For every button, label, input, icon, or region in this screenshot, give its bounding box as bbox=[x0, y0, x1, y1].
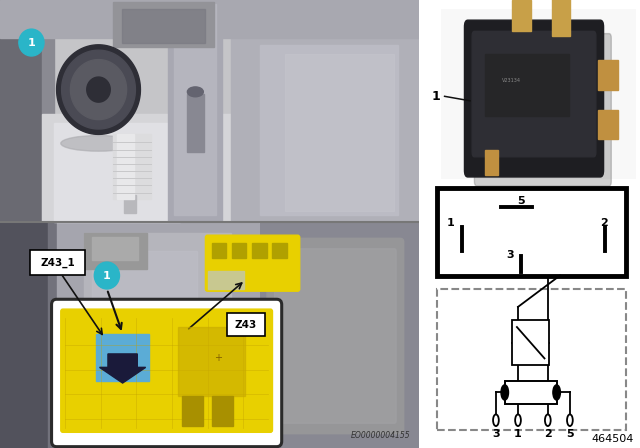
Bar bbox=[117, 134, 134, 199]
Bar bbox=[260, 45, 398, 215]
Circle shape bbox=[553, 385, 561, 400]
Bar bbox=[186, 94, 204, 152]
FancyBboxPatch shape bbox=[205, 235, 300, 291]
Circle shape bbox=[501, 385, 509, 400]
Bar bbox=[272, 243, 287, 258]
Bar bbox=[178, 327, 245, 396]
Bar bbox=[122, 9, 205, 43]
Bar bbox=[168, 0, 222, 222]
Text: Z43: Z43 bbox=[235, 320, 257, 330]
FancyBboxPatch shape bbox=[227, 313, 266, 336]
Bar bbox=[437, 188, 626, 276]
Bar bbox=[212, 396, 233, 426]
Bar bbox=[0, 0, 419, 222]
Bar bbox=[598, 60, 618, 90]
Text: 1: 1 bbox=[514, 429, 522, 439]
Bar bbox=[0, 0, 42, 222]
FancyBboxPatch shape bbox=[30, 250, 85, 275]
FancyBboxPatch shape bbox=[267, 238, 404, 434]
Bar bbox=[54, 123, 180, 222]
Bar bbox=[230, 2, 419, 222]
Bar bbox=[252, 243, 267, 258]
Text: EO0000004155: EO0000004155 bbox=[351, 431, 411, 440]
FancyBboxPatch shape bbox=[474, 34, 611, 186]
Bar bbox=[42, 0, 54, 222]
Text: 3: 3 bbox=[492, 429, 500, 439]
Text: 3: 3 bbox=[506, 250, 514, 259]
Text: 2: 2 bbox=[544, 429, 552, 439]
Circle shape bbox=[94, 262, 120, 289]
Circle shape bbox=[515, 414, 521, 426]
Bar bbox=[174, 4, 216, 215]
Bar bbox=[56, 222, 258, 448]
Text: +: + bbox=[214, 353, 222, 363]
Bar bbox=[113, 134, 151, 199]
Text: 1: 1 bbox=[28, 38, 35, 47]
FancyBboxPatch shape bbox=[61, 309, 273, 432]
FancyBboxPatch shape bbox=[465, 20, 604, 177]
Polygon shape bbox=[70, 60, 127, 120]
FancyBboxPatch shape bbox=[275, 249, 396, 423]
Bar bbox=[0, 222, 48, 448]
Bar bbox=[512, 0, 531, 31]
Ellipse shape bbox=[188, 87, 204, 97]
Text: 5: 5 bbox=[566, 429, 573, 439]
Circle shape bbox=[493, 414, 499, 426]
FancyBboxPatch shape bbox=[52, 299, 282, 447]
Bar bbox=[42, 114, 273, 222]
Bar bbox=[598, 110, 618, 139]
Bar bbox=[84, 233, 230, 367]
Bar bbox=[97, 334, 149, 381]
Bar bbox=[182, 396, 204, 426]
FancyBboxPatch shape bbox=[472, 31, 596, 157]
Text: 2: 2 bbox=[600, 218, 608, 228]
Text: 464504: 464504 bbox=[591, 435, 634, 444]
Bar bbox=[442, 9, 636, 179]
Bar bbox=[552, 0, 570, 36]
Bar bbox=[212, 243, 227, 258]
Circle shape bbox=[545, 414, 550, 426]
Text: 5: 5 bbox=[517, 196, 525, 206]
Text: Z43_1: Z43_1 bbox=[40, 258, 75, 267]
Ellipse shape bbox=[61, 135, 136, 151]
Circle shape bbox=[19, 29, 44, 56]
Text: 1: 1 bbox=[431, 90, 440, 103]
Bar bbox=[124, 195, 136, 213]
Bar bbox=[0, 222, 419, 448]
Text: 1: 1 bbox=[447, 218, 454, 228]
Bar bbox=[285, 54, 394, 211]
Polygon shape bbox=[61, 50, 136, 129]
Bar bbox=[437, 289, 626, 430]
Bar bbox=[0, 0, 419, 38]
Bar bbox=[513, 320, 549, 365]
Bar bbox=[207, 271, 244, 289]
Bar bbox=[486, 54, 570, 116]
Bar bbox=[48, 222, 56, 448]
Bar bbox=[260, 222, 419, 448]
Bar bbox=[84, 233, 147, 269]
Bar bbox=[232, 243, 246, 258]
Bar bbox=[92, 251, 197, 349]
Text: V23134: V23134 bbox=[502, 78, 522, 83]
Bar bbox=[486, 150, 497, 175]
Bar bbox=[505, 381, 557, 404]
Bar bbox=[92, 237, 138, 260]
Circle shape bbox=[567, 414, 573, 426]
Polygon shape bbox=[87, 77, 110, 102]
Text: 1: 1 bbox=[103, 271, 111, 280]
Polygon shape bbox=[56, 45, 140, 134]
Polygon shape bbox=[100, 354, 146, 383]
Bar bbox=[113, 2, 214, 47]
